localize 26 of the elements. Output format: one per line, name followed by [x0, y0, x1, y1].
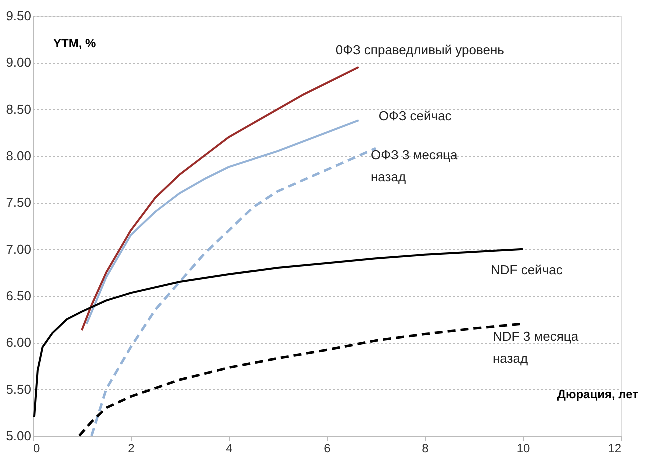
- y-tick-label: 7.00: [6, 242, 32, 257]
- series-label: NDF сейчас: [491, 262, 564, 278]
- series-label: NDF 3 месяца назад: [493, 329, 580, 366]
- y-tick-label: 5.50: [6, 382, 32, 397]
- x-tick-label: 8: [422, 442, 430, 456]
- y-axis-title: YTM, %: [54, 36, 96, 50]
- x-tick-label: 2: [128, 442, 136, 456]
- series-label: ОФЗ сейчас: [378, 108, 452, 124]
- x-tick-label: 10: [516, 442, 530, 456]
- line-series: [86, 120, 360, 325]
- y-tick-label: 7.50: [6, 195, 32, 210]
- x-tick-label: 6: [324, 442, 332, 456]
- x-axis-title: Дюрация, лет: [557, 388, 639, 402]
- y-tick-label: 6.50: [6, 288, 32, 304]
- x-tick-label: 12: [608, 442, 622, 456]
- line-series: [81, 66, 360, 332]
- series-label: 0ФЗ справедливый уровень: [336, 42, 505, 58]
- y-tick-label: 5.00: [6, 428, 32, 444]
- y-tick-label: 9.50: [6, 8, 32, 24]
- y-tick-label: 9.00: [6, 55, 32, 70]
- x-tick-label: 0: [34, 442, 40, 456]
- series-label: ОФЗ 3 месяца назад: [371, 148, 458, 185]
- y-tick-label: 8.00: [6, 148, 32, 164]
- y-tick-label: 8.50: [6, 102, 32, 117]
- y-tick-label: 6.00: [6, 335, 32, 350]
- x-tick-label: 4: [226, 442, 234, 456]
